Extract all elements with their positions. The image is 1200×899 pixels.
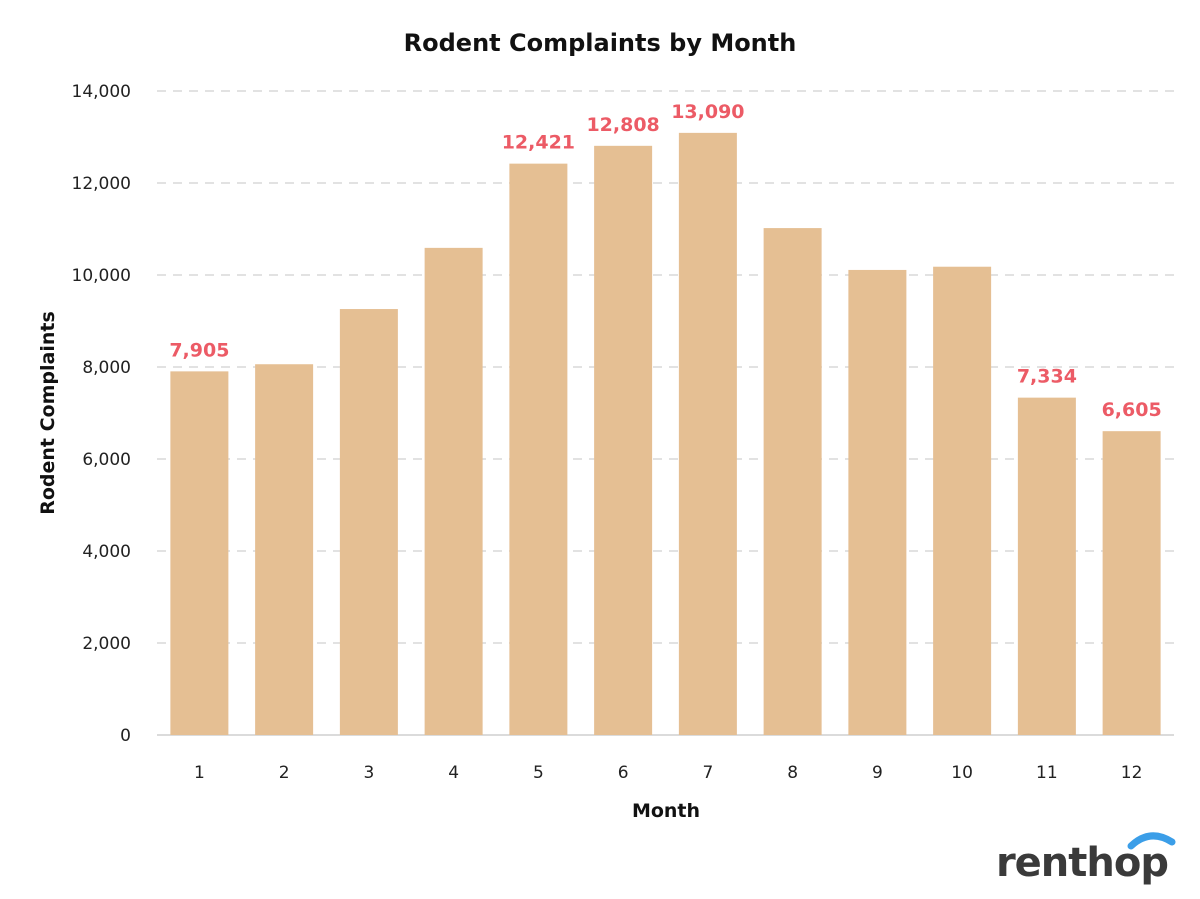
x-axis-title: Month (632, 800, 700, 822)
bar (933, 266, 992, 735)
x-axis-ticks: 1 2 3 4 5 6 7 8 9 10 11 12 (194, 763, 1142, 783)
y-tick-label: 4,000 (82, 542, 131, 562)
bar (170, 371, 229, 735)
bar (1102, 431, 1161, 735)
data-label: 12,808 (586, 114, 659, 136)
x-tick-label: 10 (951, 763, 973, 783)
grid (157, 90, 1174, 736)
y-axis-title: Rodent Complaints (37, 311, 59, 515)
bar (594, 145, 653, 735)
data-label: 7,905 (169, 339, 229, 361)
x-tick-label: 9 (872, 763, 883, 783)
bar (255, 364, 314, 735)
data-label: 6,605 (1102, 399, 1162, 421)
data-labels: 7,905 12,421 12,808 13,090 7,334 6,605 (169, 101, 1161, 421)
x-tick-label: 3 (363, 763, 374, 783)
x-tick-label: 6 (618, 763, 629, 783)
y-tick-label: 8,000 (82, 358, 131, 378)
bar (763, 228, 822, 735)
y-tick-label: 6,000 (82, 450, 131, 470)
x-tick-label: 7 (702, 763, 713, 783)
bars (170, 132, 1161, 736)
bar (678, 132, 737, 736)
y-tick-label: 14,000 (72, 82, 131, 102)
data-label: 7,334 (1017, 366, 1077, 388)
bar (424, 247, 483, 736)
y-tick-label: 12,000 (72, 174, 131, 194)
x-tick-label: 11 (1036, 763, 1058, 783)
x-tick-label: 1 (194, 763, 205, 783)
data-label: 12,421 (502, 132, 575, 154)
bar (339, 309, 398, 735)
data-label: 13,090 (671, 101, 744, 123)
bar (848, 269, 907, 735)
chart-title: Rodent Complaints by Month (404, 29, 797, 57)
bar (1017, 397, 1076, 735)
x-tick-label: 8 (787, 763, 798, 783)
y-tick-label: 0 (120, 726, 131, 746)
y-tick-label: 2,000 (82, 634, 131, 654)
y-axis-ticks: 0 2,000 4,000 6,000 8,000 10,000 12,000 14,000 (72, 82, 131, 746)
bar (509, 163, 568, 735)
y-tick-label: 10,000 (72, 266, 131, 286)
x-tick-label: 5 (533, 763, 544, 783)
logo-text: renthop (996, 840, 1168, 886)
logo-arc-icon (1127, 832, 1176, 850)
x-tick-label: 12 (1121, 763, 1143, 783)
x-tick-label: 4 (448, 763, 459, 783)
renthop-logo: renthop (996, 832, 1176, 886)
x-tick-label: 2 (279, 763, 290, 783)
